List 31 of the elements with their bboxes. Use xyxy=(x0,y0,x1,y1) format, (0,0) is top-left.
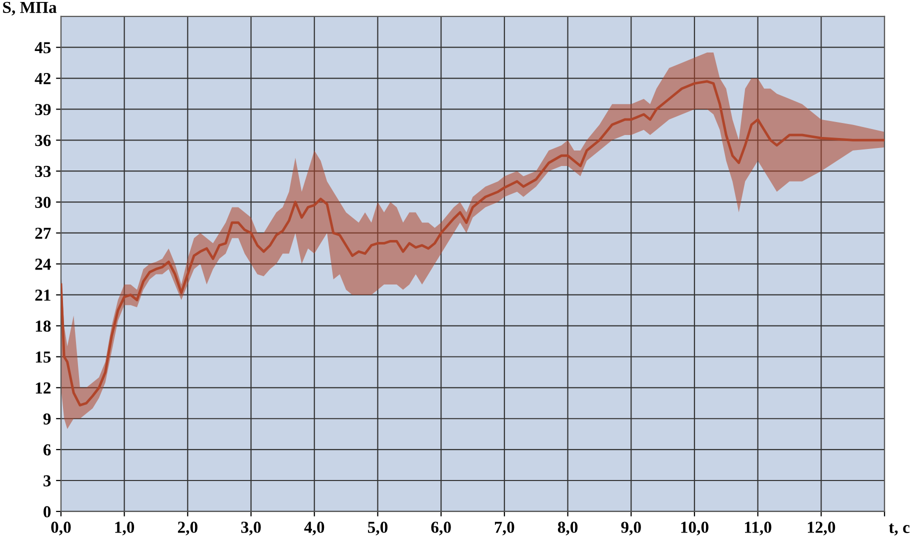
y-tick-label: 18 xyxy=(36,320,51,332)
x-tick-label: 1,0 xyxy=(115,522,134,536)
x-tick-label: 5,0 xyxy=(368,522,388,536)
y-tick-label: 12 xyxy=(36,382,51,394)
x-tick-label: 10,0 xyxy=(681,522,708,536)
x-tick-label: 3,0 xyxy=(241,522,261,536)
y-tick-label: 36 xyxy=(35,134,51,146)
y-tick-label: 21 xyxy=(35,290,50,301)
y-tick-label: 15 xyxy=(36,352,51,363)
y-axis-title: S, МПа xyxy=(3,2,57,16)
x-axis-title: t, c xyxy=(888,524,910,536)
y-tick-label: 45 xyxy=(34,42,51,54)
x-tick-label: 7,0 xyxy=(494,522,514,536)
y-tick-label: 27 xyxy=(35,228,51,239)
x-tick-label: 12,0 xyxy=(808,522,836,536)
y-tick-label: 42 xyxy=(34,73,51,84)
x-tick-label: 9,0 xyxy=(621,522,641,536)
y-tick-label: 39 xyxy=(35,104,51,116)
y-tick-label: 6 xyxy=(43,444,51,456)
x-tick-label: 0,0 xyxy=(51,522,71,536)
y-tick-label: 24 xyxy=(35,258,51,270)
x-tick-label: 4,0 xyxy=(304,522,324,536)
x-tick-label: 2,0 xyxy=(178,522,198,536)
y-tick-label: 3 xyxy=(44,475,51,486)
y-tick-label: 33 xyxy=(35,166,51,178)
x-tick-label: 8,0 xyxy=(558,522,578,536)
y-tick-label: 9 xyxy=(43,413,51,425)
x-tick-label: 6,0 xyxy=(431,522,451,536)
y-tick-label: 0 xyxy=(44,506,51,518)
x-tick-label: 11,0 xyxy=(745,522,772,536)
y-tick-label: 30 xyxy=(35,196,51,208)
